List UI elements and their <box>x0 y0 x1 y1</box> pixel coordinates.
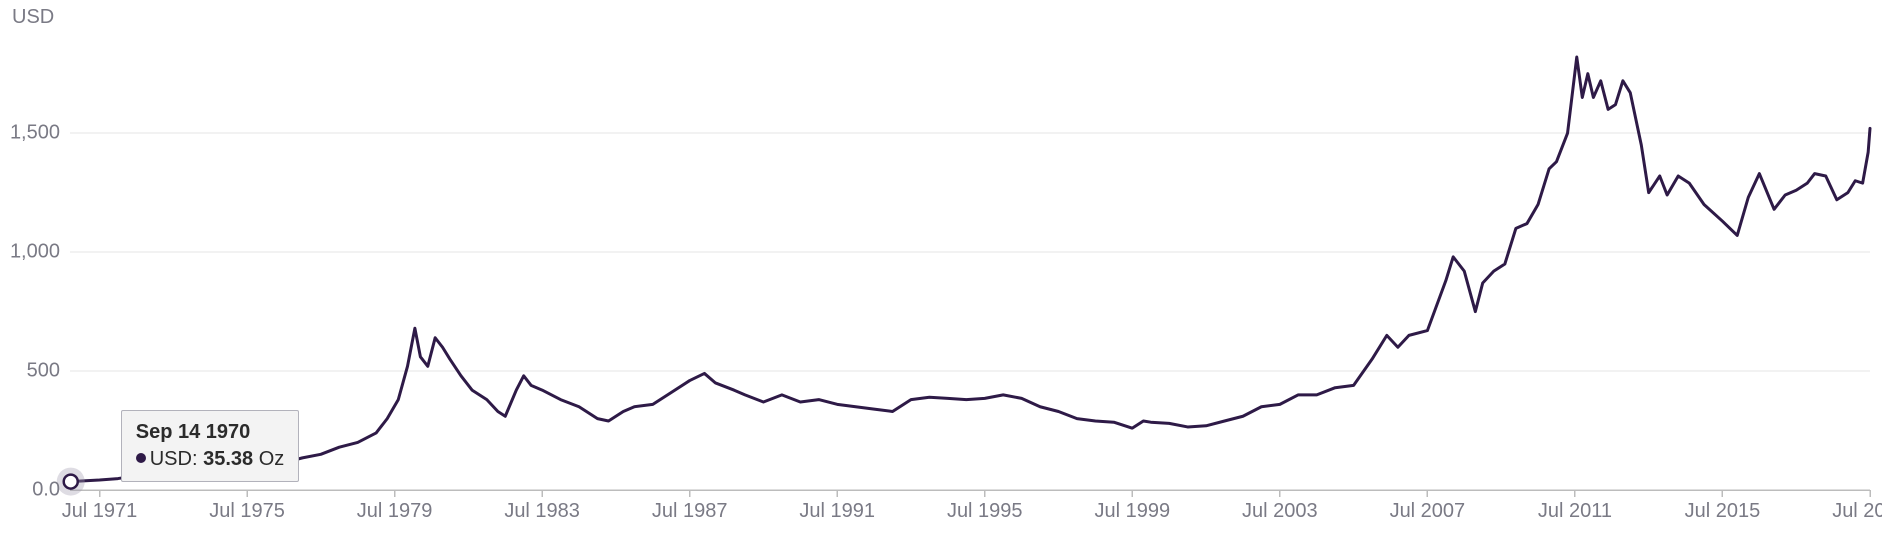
tooltip-unit: Oz <box>259 448 285 470</box>
x-tick-label: Jul 2003 <box>1242 500 1318 523</box>
chart-svg <box>70 38 1870 490</box>
tooltip-date: Sep 14 1970 <box>136 419 285 446</box>
x-tick-label: Jul 1983 <box>504 500 580 523</box>
chart-tooltip: Sep 14 1970 USD: 35.38 Oz <box>121 410 300 482</box>
x-tick-label: Jul 2007 <box>1390 500 1466 523</box>
x-tick-label: Jul 1995 <box>947 500 1023 523</box>
y-tick-label: 1,500 <box>10 122 60 145</box>
y-tick-label: 1,000 <box>10 241 60 264</box>
x-tick-label: Jul 2019 <box>1832 500 1882 523</box>
x-tick-label: Jul 1987 <box>652 500 728 523</box>
y-axis-title: USD <box>12 6 54 29</box>
y-tick-label: 0.0 <box>32 479 60 502</box>
price-chart[interactable]: USD 0.05001,0001,500 Jul 1971Jul 1975Jul… <box>0 0 1882 534</box>
tooltip-value-row: USD: 35.38 Oz <box>136 446 285 473</box>
plot-area[interactable]: 0.05001,0001,500 Jul 1971Jul 1975Jul 197… <box>70 38 1870 490</box>
y-tick-label: 500 <box>27 360 60 383</box>
x-tick-label: Jul 1975 <box>209 500 285 523</box>
x-tick-label: Jul 2011 <box>1538 500 1612 523</box>
x-tick-label: Jul 1991 <box>799 500 875 523</box>
x-tick-label: Jul 1979 <box>357 500 433 523</box>
tooltip-series-dot-icon <box>136 453 146 463</box>
x-tick-label: Jul 2015 <box>1685 500 1761 523</box>
tooltip-series-label: USD <box>150 448 192 470</box>
tooltip-value: 35.38 <box>203 448 253 470</box>
x-tick-label: Jul 1971 <box>62 500 138 523</box>
y-axis-ticks: 0.05001,0001,500 <box>0 38 60 490</box>
x-tick-label: Jul 1999 <box>1094 500 1170 523</box>
